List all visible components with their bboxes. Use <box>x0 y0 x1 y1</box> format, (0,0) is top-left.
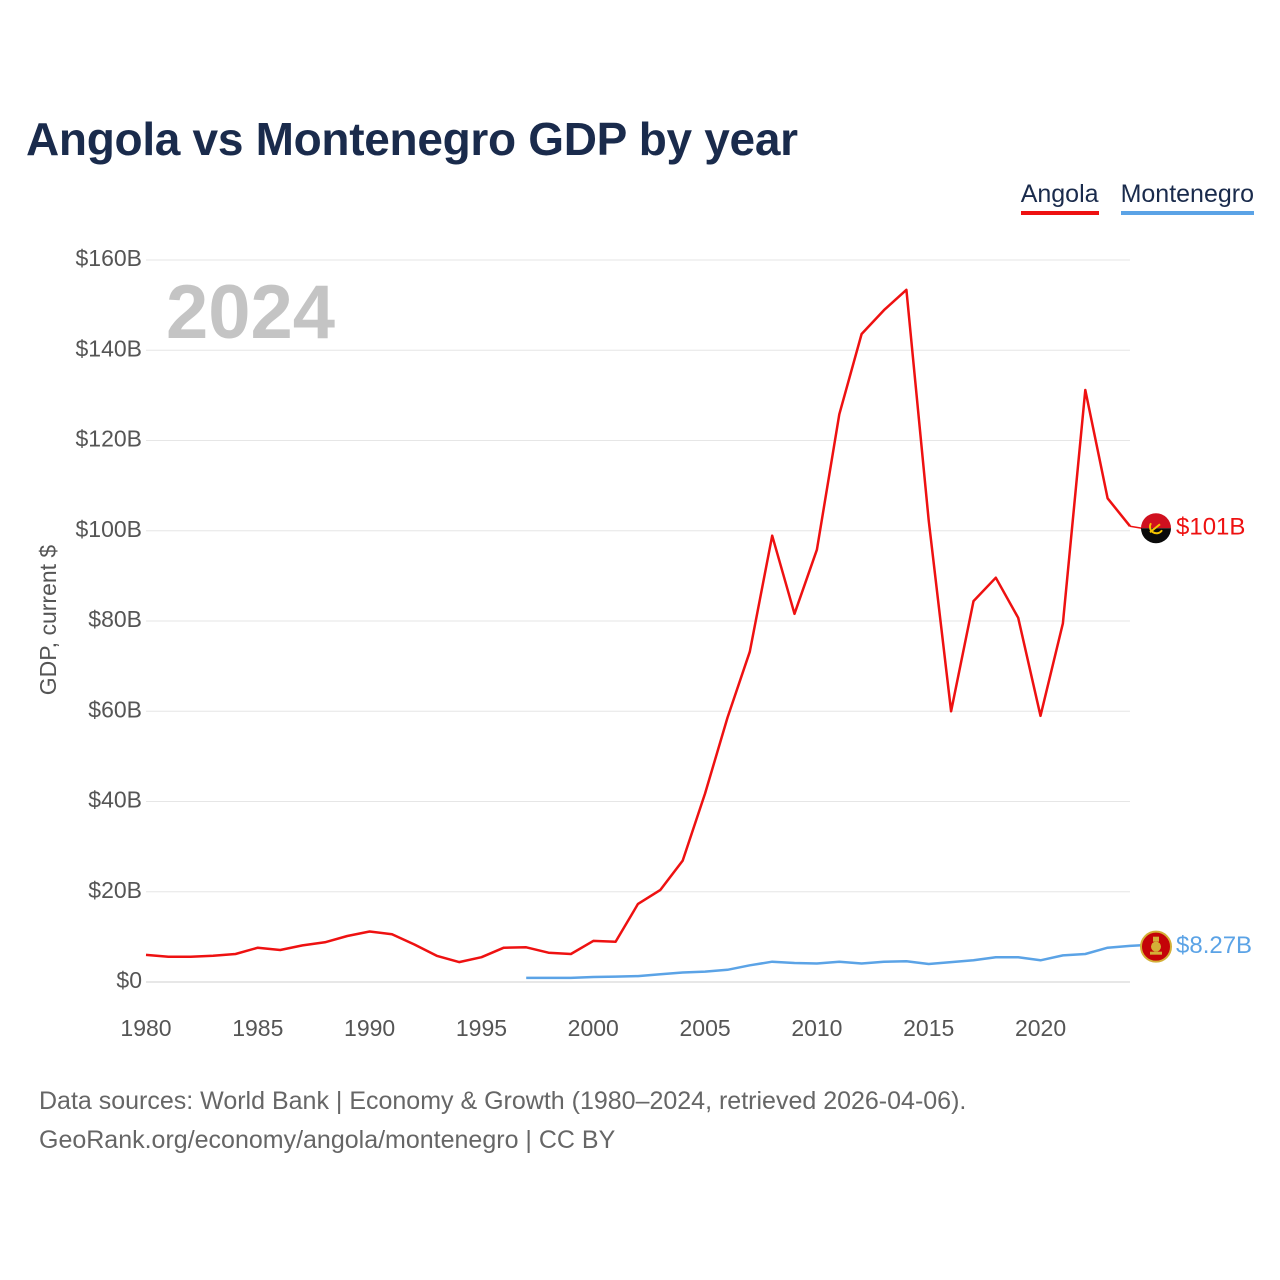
angola-flag-icon <box>1141 513 1171 544</box>
year-label: 2024 <box>166 270 335 355</box>
legend-item-montenegro[interactable]: Montenegro <box>1120 180 1254 215</box>
source-line-1: Data sources: World Bank | Economy & Gro… <box>39 1087 967 1115</box>
legend: Angola Montenegro <box>1020 180 1254 215</box>
series-line-montenegro <box>526 943 1153 980</box>
end-connector <box>1129 525 1143 529</box>
montenegro-flag-icon <box>1140 930 1172 963</box>
y-tick-label: $100B <box>75 516 142 542</box>
x-tick-label: 2020 <box>1015 1015 1066 1041</box>
series-line-angola <box>145 288 1131 964</box>
x-tick-label: 2010 <box>791 1015 842 1041</box>
x-tick-label: 2000 <box>568 1015 619 1041</box>
x-tick-label: 1995 <box>456 1015 507 1041</box>
end-value-label-angola: $101B <box>1176 514 1245 541</box>
y-tick-label: $140B <box>75 335 142 361</box>
y-tick-label: $40B <box>88 787 142 813</box>
y-tick-label: $20B <box>88 877 142 903</box>
y-tick-label: $0 <box>116 967 142 993</box>
y-tick-label: $80B <box>88 606 142 632</box>
source-line-2: GeoRank.org/economy/angola/montenegro | … <box>39 1126 616 1154</box>
y-tick-label: $60B <box>88 696 142 722</box>
end-value-label-montenegro: $8.27B <box>1176 932 1252 959</box>
x-tick-label: 1985 <box>232 1015 283 1041</box>
x-tick-label: 2015 <box>903 1015 954 1041</box>
x-tick-label: 1990 <box>344 1015 395 1041</box>
y-axis-label: GDP, current $ <box>35 545 61 696</box>
y-tick-label: $120B <box>75 426 142 452</box>
source-note: Data sources: World Bank | Economy & Gro… <box>39 1082 966 1160</box>
chart-title: Angola vs Montenegro GDP by year <box>26 113 798 165</box>
y-tick-label: $160B <box>75 245 142 271</box>
legend-item-angola[interactable]: Angola <box>1020 180 1099 215</box>
x-tick-label: 2005 <box>680 1015 731 1041</box>
x-tick-label: 1980 <box>120 1015 171 1041</box>
